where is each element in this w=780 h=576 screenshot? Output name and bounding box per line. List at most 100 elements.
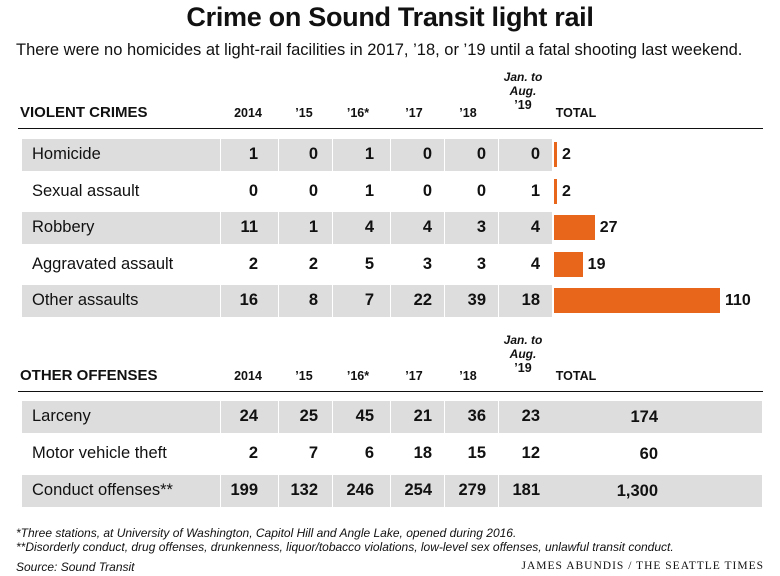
column-separator (444, 212, 445, 244)
violent-heading: VIOLENT CRIMES (20, 104, 148, 121)
table-cell: 132 (290, 481, 318, 499)
total-value: 19 (587, 255, 606, 273)
column-separator (390, 285, 391, 317)
row-label: Homicide (32, 145, 101, 163)
col-note: Jan. to Aug. (503, 70, 543, 98)
column-separator (444, 401, 445, 433)
table-cell: 23 (521, 407, 540, 425)
column-separator (278, 285, 279, 317)
table-cell: 0 (422, 181, 432, 200)
row-label: Conduct offenses** (32, 481, 173, 499)
col-head-16: ’16* (346, 106, 370, 120)
table-cell: 2 (248, 444, 258, 462)
total-bar (554, 142, 558, 167)
row-label: Aggravated assault (32, 254, 174, 273)
credit-line: JAMES ABUNDIS / THE SEATTLE TIMES (521, 560, 764, 572)
table-cell: 4 (530, 218, 540, 236)
table-cell: 4 (530, 254, 540, 273)
table-cell: 24 (239, 407, 258, 425)
col-head-19-label: ’19 (514, 98, 532, 112)
table-cell: 0 (476, 145, 486, 163)
column-separator (498, 139, 499, 171)
column-separator (332, 285, 333, 317)
column-separator (444, 139, 445, 171)
table-cell: 25 (299, 407, 318, 425)
row-shade (22, 212, 552, 244)
footnote-1: *Three stations, at University of Washin… (16, 526, 517, 540)
total-value: 2 (562, 182, 571, 200)
total-value: 27 (599, 219, 618, 236)
column-separator (332, 475, 333, 507)
column-separator (332, 212, 333, 244)
table-cell: 21 (413, 407, 432, 425)
column-separator (498, 475, 499, 507)
source-note: Source: Sound Transit (16, 560, 135, 574)
row-shade (22, 285, 552, 317)
table-row: Robbery 11 1 4 4 3 4 27 (22, 212, 762, 244)
column-separator (278, 475, 279, 507)
total-bar (554, 178, 558, 204)
table-cell: 199 (230, 481, 258, 499)
total-value: 2 (562, 146, 571, 163)
column-separator (498, 401, 499, 433)
table-row: Conduct offenses** 199 132 246 254 279 181 1,30… (22, 475, 762, 507)
row-label: Robbery (32, 218, 95, 236)
table-cell: 45 (355, 407, 374, 425)
col-note-b: Jan. to Aug. (503, 333, 543, 361)
table-cell: 2 (308, 254, 318, 273)
table-cell: 8 (308, 291, 318, 309)
column-separator (390, 139, 391, 171)
column-separator (220, 475, 221, 507)
table-cell: 1 (530, 181, 540, 200)
table-cell: 6 (364, 444, 374, 462)
violent-rule (18, 128, 763, 129)
total-bar (554, 251, 583, 277)
col-head-total-b: TOTAL (555, 369, 597, 383)
col-head-17-b: ’17 (405, 369, 423, 383)
column-separator (220, 139, 221, 171)
table-cell: 0 (476, 181, 486, 200)
total-bar (554, 215, 595, 240)
column-separator (220, 285, 221, 317)
row-label: Other assaults (32, 291, 139, 309)
row-label: Motor vehicle theft (32, 444, 167, 462)
table-cell: 1 (364, 181, 374, 200)
table-cell: 11 (240, 218, 258, 236)
total-bar (554, 288, 720, 313)
footnote-2: **Disorderly conduct, drug offenses, dru… (16, 540, 674, 554)
table-cell: 39 (467, 291, 486, 309)
col-head-16-b: ’16* (346, 369, 370, 383)
table-cell: 36 (467, 407, 486, 425)
column-separator (444, 285, 445, 317)
table-cell: 4 (422, 218, 432, 236)
table-cell: 246 (346, 481, 374, 499)
col-head-18-b: ’18 (459, 369, 477, 383)
col-head-2014: 2014 (234, 106, 262, 120)
chart-title: Crime on Sound Transit light rail (186, 2, 594, 32)
table-row: Motor vehicle theft 2 7 6 18 15 12 60 (22, 438, 762, 470)
other-rule (18, 391, 763, 392)
column-separator (444, 475, 445, 507)
total-value: 1,300 (616, 482, 658, 500)
table-cell: 5 (364, 254, 374, 273)
table-cell: 18 (521, 291, 540, 309)
table-row: Homicide 1 0 1 0 0 0 2 (22, 139, 762, 171)
table-cell: 15 (467, 444, 486, 462)
table-cell: 22 (413, 291, 432, 309)
total-value: 174 (630, 408, 658, 426)
col-head-19: Jan. to Aug. ’19 (498, 70, 548, 112)
col-head-15-b: ’15 (295, 369, 313, 383)
table-row: Aggravated assault 2 2 5 3 3 4 19 (22, 249, 762, 281)
table-cell: 1 (364, 145, 374, 163)
col-head-2014-b: 2014 (234, 369, 262, 383)
table-cell: 0 (422, 145, 432, 163)
col-head-15: ’15 (295, 106, 313, 120)
table-cell: 12 (521, 444, 540, 462)
column-separator (220, 212, 221, 244)
column-separator (278, 401, 279, 433)
table-cell: 0 (248, 181, 258, 200)
table-cell: 2 (248, 254, 258, 273)
row-label: Sexual assault (32, 181, 140, 200)
table-cell: 18 (413, 444, 432, 462)
chart-subtitle: There were no homicides at light-rail fa… (16, 41, 743, 59)
